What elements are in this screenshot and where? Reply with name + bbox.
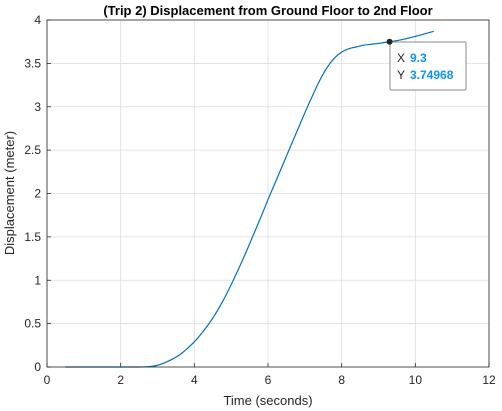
y-tick-label: 0.5 bbox=[24, 317, 41, 331]
y-tick-label: 3.5 bbox=[24, 56, 41, 70]
x-tick-label: 6 bbox=[265, 373, 272, 387]
x-tick-label: 2 bbox=[117, 373, 124, 387]
datatip[interactable]: X 9.3 Y 3.74968 bbox=[387, 39, 466, 90]
y-tick-label: 0 bbox=[34, 360, 41, 374]
x-tick-label: 12 bbox=[482, 373, 496, 387]
x-tick-label: 8 bbox=[338, 373, 345, 387]
y-tick-label: 4 bbox=[34, 13, 41, 27]
y-tick-label: 2.5 bbox=[24, 143, 41, 157]
x-axis-label: Time (seconds) bbox=[223, 393, 312, 408]
datatip-y-value: 3.74968 bbox=[410, 68, 454, 82]
x-tick-label: 10 bbox=[409, 373, 423, 387]
datatip-box bbox=[390, 42, 466, 90]
x-tick-label: 0 bbox=[44, 373, 51, 387]
datatip-marker bbox=[387, 39, 393, 45]
datatip-x-value: 9.3 bbox=[410, 51, 427, 65]
y-tick-label: 3 bbox=[34, 100, 41, 114]
y-tick-labels: 0 0.5 1 1.5 2 2.5 3 3.5 4 bbox=[24, 13, 41, 374]
datatip-x-key: X bbox=[397, 51, 405, 65]
y-tick-label: 1 bbox=[34, 273, 41, 287]
datatip-y-key: Y bbox=[397, 68, 405, 82]
y-axis-label: Displacement (meter) bbox=[2, 131, 17, 255]
y-tick-label: 1.5 bbox=[24, 230, 41, 244]
y-tick-label: 2 bbox=[34, 187, 41, 201]
x-tick-labels: 0 2 4 6 8 10 12 bbox=[44, 373, 496, 387]
x-tick-label: 4 bbox=[191, 373, 198, 387]
chart-title: (Trip 2) Displacement from Ground Floor … bbox=[103, 3, 432, 18]
